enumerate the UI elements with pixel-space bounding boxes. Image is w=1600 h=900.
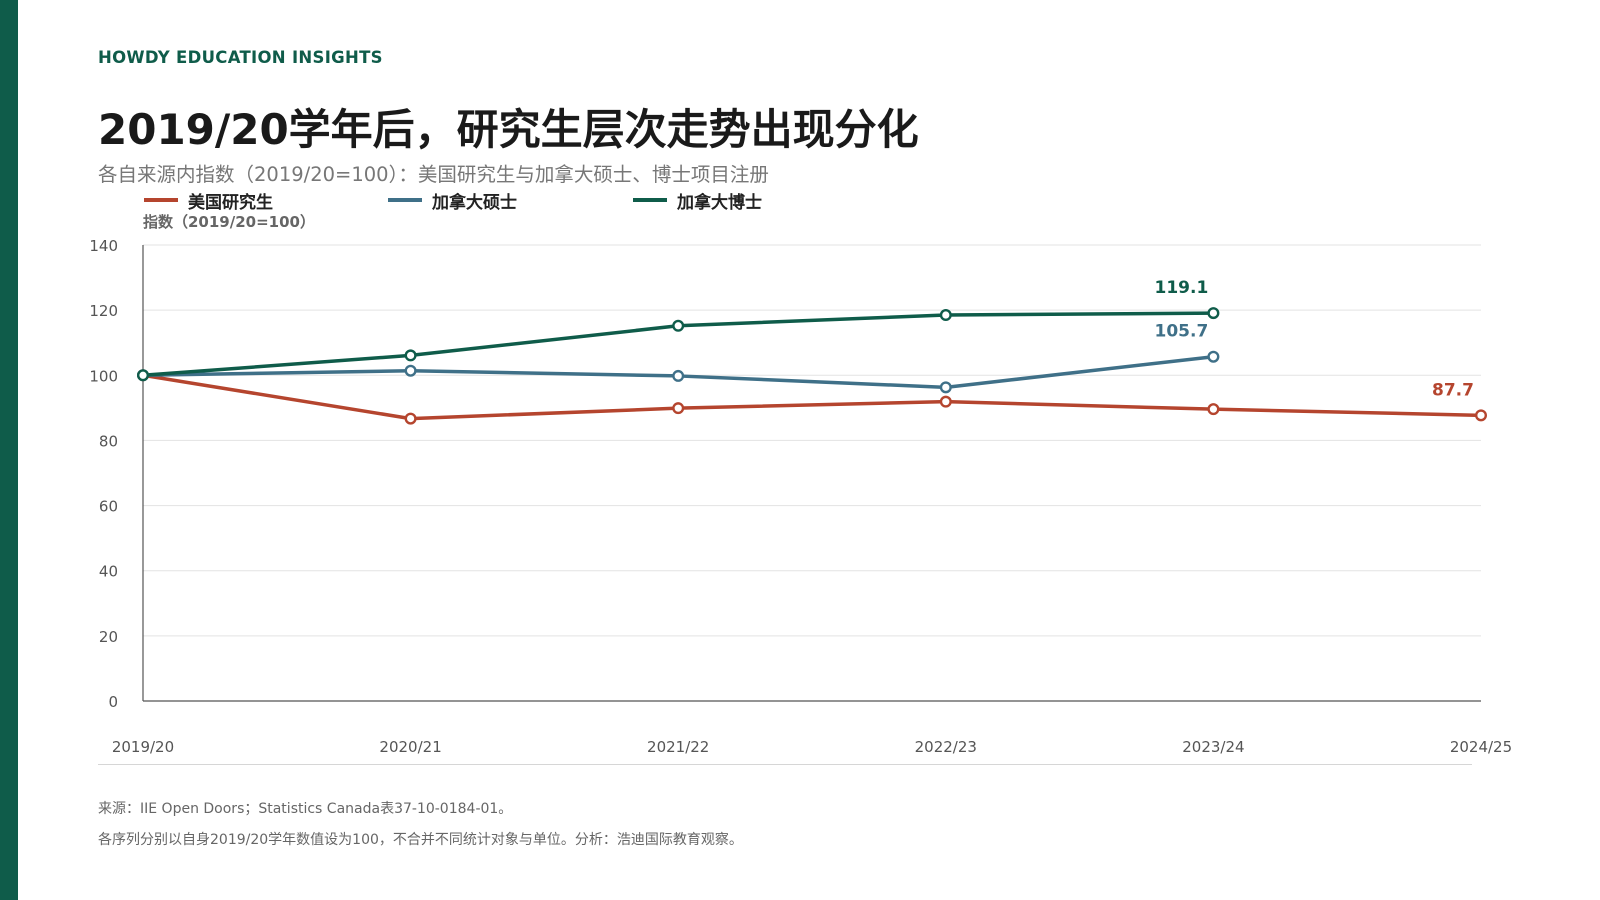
data-point [672, 319, 685, 332]
legend-swatch [388, 198, 422, 202]
data-point [136, 369, 149, 382]
data-point [939, 381, 952, 394]
x-tick-label: 2022/23 [915, 738, 977, 756]
legend-item-canada-masters: 加拿大硕士 [388, 188, 517, 213]
y-tick-label: 140 [89, 237, 118, 255]
legend-swatch [633, 198, 667, 202]
y-tick-label: 20 [99, 628, 118, 646]
y-tick-label: 120 [89, 302, 118, 320]
data-label: 119.1 [1155, 278, 1209, 298]
x-tick-label: 2024/25 [1450, 738, 1512, 756]
x-tick-label: 2019/20 [112, 738, 174, 756]
series-line [141, 373, 1483, 421]
data-point [404, 349, 417, 362]
data-point [672, 369, 685, 382]
x-tick-label: 2020/21 [379, 738, 441, 756]
y-tick-label: 80 [99, 432, 118, 450]
y-tick-label: 0 [108, 693, 118, 711]
page-title: 2019/20学年后，研究生层次走势出现分化 [98, 105, 919, 154]
data-point [1207, 307, 1220, 320]
y-tick-label: 60 [99, 498, 118, 516]
legend-item-us-graduate: 美国研究生 [144, 188, 273, 213]
y-tick-label: 40 [99, 563, 118, 581]
data-point [404, 412, 417, 425]
legend-label: 美国研究生 [188, 192, 273, 213]
data-point [939, 309, 952, 322]
legend-label: 加拿大硕士 [432, 192, 517, 213]
data-point [939, 395, 952, 408]
legend-swatch [144, 198, 178, 202]
data-point [1474, 409, 1487, 422]
data-label: 105.7 [1155, 322, 1209, 342]
data-label: 87.7 [1432, 380, 1474, 400]
method-note: 各序列分别以自身2019/20学年数值设为100，不合并不同统计对象与单位。分析… [98, 832, 743, 848]
y-axis-title: 指数（2019/20=100） [143, 213, 315, 231]
legend-item-canada-doctoral: 加拿大博士 [633, 188, 762, 213]
source-note: 来源：IIE Open Doors；Statistics Canada表37-1… [98, 801, 513, 817]
data-point [1207, 350, 1220, 363]
y-tick-label: 100 [89, 367, 118, 385]
legend-label: 加拿大博士 [677, 192, 762, 213]
page-subtitle: 各自来源内指数（2019/20=100）：美国研究生与加拿大硕士、博士项目注册 [98, 163, 769, 186]
data-point [404, 364, 417, 377]
x-tick-label: 2023/24 [1182, 738, 1244, 756]
data-point [1207, 403, 1220, 416]
accent-bar [0, 0, 18, 900]
data-point [672, 402, 685, 415]
footer-divider [98, 764, 1472, 765]
x-tick-label: 2021/22 [647, 738, 709, 756]
brand-label: HOWDY EDUCATION INSIGHTS [98, 48, 383, 67]
